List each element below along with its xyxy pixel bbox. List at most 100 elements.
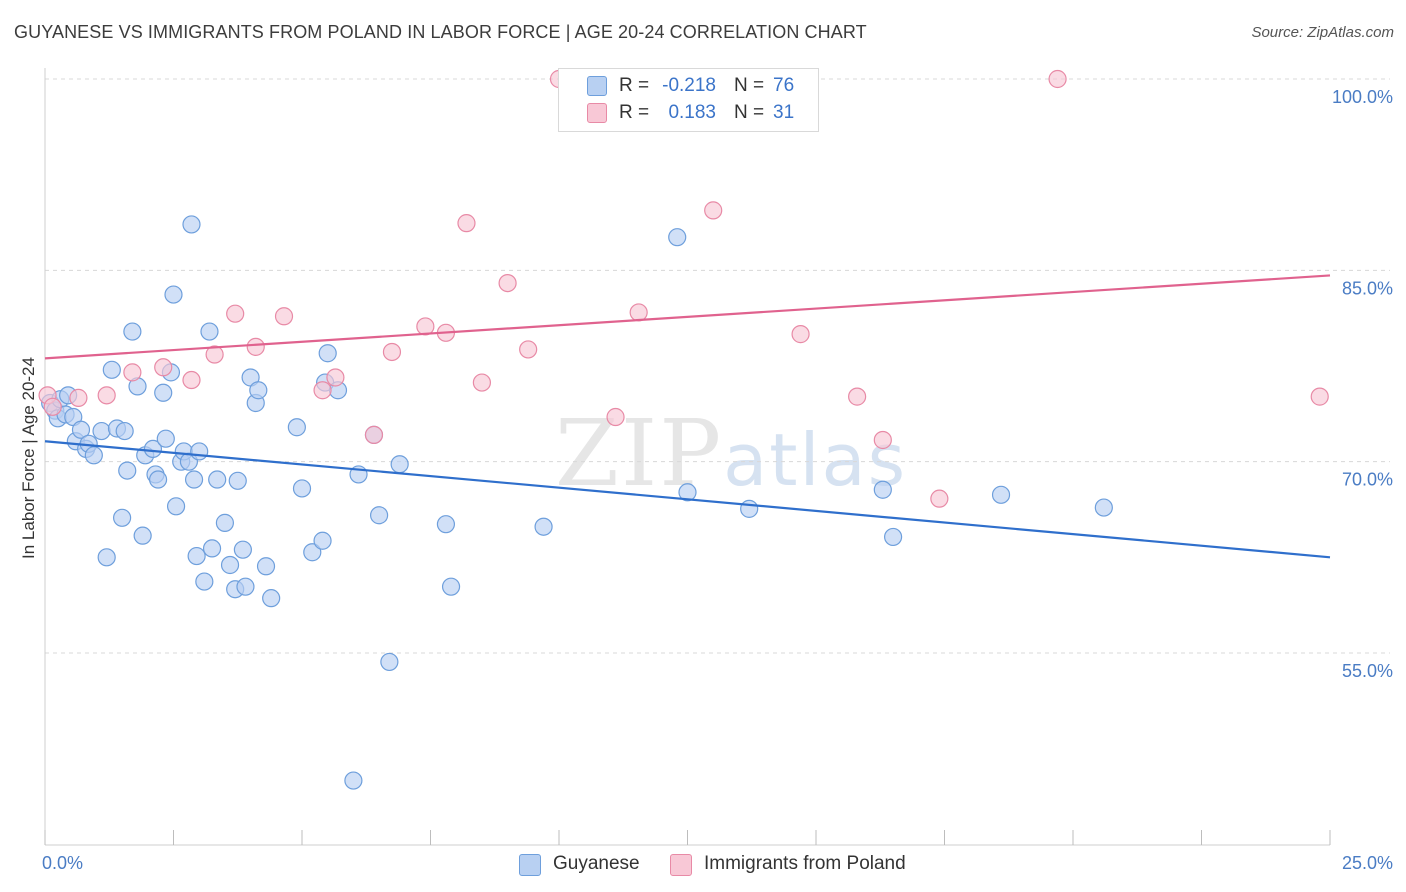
point-guyanese-46 (233, 540, 252, 559)
legend-r-value: 0.183 (668, 102, 716, 123)
point-guyanese-47 (236, 577, 255, 596)
grid-lines (45, 78, 1390, 654)
series-legend: Guyanese Immigrants from Poland (0, 851, 1406, 879)
point-guyanese-17 (115, 421, 134, 441)
legend-row-guyanese: R = -0.218 N = 76 (559, 73, 818, 99)
source-credit: Source: ZipAtlas.com (1251, 24, 1394, 41)
point-guyanese-41 (208, 470, 227, 489)
point-poland-5 (154, 358, 173, 377)
point-guyanese-63 (370, 506, 389, 525)
legend-r-label: R = (619, 102, 650, 123)
point-poland-3 (97, 386, 116, 405)
y-tick-label-0: 55.0% (1342, 661, 1393, 681)
point-guyanese-50 (249, 381, 268, 400)
point-guyanese-37 (190, 442, 209, 461)
point-guyanese-43 (220, 555, 240, 575)
point-guyanese-68 (534, 517, 553, 536)
point-guyanese-21 (133, 526, 152, 545)
point-guyanese-72 (873, 480, 892, 499)
point-guyanese-56 (313, 531, 332, 550)
point-poland-4 (123, 363, 142, 382)
point-poland-1 (43, 397, 62, 416)
point-guyanese-34 (182, 215, 201, 234)
point-poland-6 (182, 370, 201, 390)
x-tick-label-0: 0.0% (42, 853, 83, 873)
legend-n-label: N = (734, 75, 765, 96)
point-guyanese-40 (202, 539, 222, 558)
point-guyanese-8 (71, 420, 91, 439)
axes (44, 68, 1331, 846)
legend-r-value: -0.218 (662, 75, 716, 96)
y-tick-label-3: 100.0% (1332, 87, 1393, 107)
point-poland-29 (930, 489, 949, 508)
point-poland-11 (313, 381, 332, 400)
data-points (38, 69, 1329, 790)
point-poland-22 (606, 407, 625, 427)
point-poland-28 (873, 430, 892, 450)
series-swatch-guyanese (519, 854, 541, 876)
point-guyanese-18 (118, 461, 137, 480)
legend-swatch-poland (587, 103, 607, 123)
point-guyanese-30 (166, 497, 186, 516)
point-guyanese-16 (112, 508, 132, 527)
point-poland-14 (382, 342, 402, 362)
point-guyanese-42 (215, 513, 234, 532)
y-axis-label: In Labor Force | Age 20-24 (19, 357, 38, 559)
point-guyanese-26 (154, 383, 173, 402)
point-guyanese-51 (256, 557, 276, 576)
legend-row-poland: R = 0.183 N = 31 (559, 100, 818, 126)
point-poland-10 (274, 307, 294, 326)
legend-n-label: N = (734, 102, 765, 123)
point-guyanese-66 (436, 515, 456, 534)
point-guyanese-14 (102, 360, 121, 379)
point-guyanese-39 (200, 322, 219, 341)
y-tick-label-2: 85.0% (1342, 278, 1393, 298)
tick-labels: 55.0% 70.0% 85.0% 100.0% 0.0% 25.0% (42, 87, 1393, 873)
chart-title: GUYANESE VS IMMIGRANTS FROM POLAND IN LA… (14, 22, 867, 42)
point-guyanese-11 (84, 446, 103, 465)
point-guyanese-64 (380, 652, 399, 672)
point-guyanese-75 (1094, 498, 1113, 517)
point-poland-20 (519, 340, 538, 359)
point-poland-19 (498, 273, 517, 293)
point-guyanese-55 (303, 543, 322, 562)
point-guyanese-67 (441, 577, 461, 596)
trend-line-guyanese (44, 440, 1331, 559)
trend-line-poland (44, 274, 1331, 360)
point-guyanese-12 (92, 421, 111, 441)
point-guyanese-23 (143, 439, 163, 459)
point-poland-27 (848, 387, 867, 406)
point-guyanese-69 (668, 228, 687, 247)
point-guyanese-27 (156, 429, 175, 448)
point-poland-12 (326, 368, 345, 387)
point-guyanese-70 (678, 483, 697, 502)
y-tick-label-1: 70.0% (1342, 470, 1393, 490)
point-poland-7 (205, 345, 224, 364)
point-poland-31 (1310, 387, 1329, 406)
point-guyanese-45 (228, 471, 247, 490)
series-label-guyanese: Guyanese (553, 853, 640, 874)
point-poland-23 (629, 303, 648, 322)
legend-swatch-guyanese (587, 76, 607, 96)
trend-lines (44, 274, 1331, 559)
point-guyanese-52 (262, 589, 281, 608)
point-guyanese-25 (148, 470, 168, 489)
point-poland-2 (69, 388, 88, 407)
correlation-legend: R = -0.218 N = 76 R = 0.183 N = 31 (558, 68, 819, 132)
point-guyanese-54 (292, 479, 312, 498)
series-swatch-poland (670, 854, 692, 876)
x-tick-label-1: 25.0% (1342, 853, 1393, 873)
legend-r-label: R = (619, 75, 650, 96)
series-label-poland: Immigrants from Poland (704, 853, 906, 874)
point-poland-18 (472, 373, 491, 392)
point-guyanese-35 (184, 470, 204, 489)
point-poland-13 (364, 425, 384, 444)
point-poland-25 (704, 201, 723, 220)
point-poland-15 (416, 317, 435, 336)
point-poland-17 (457, 214, 476, 233)
legend-n-value: 31 (773, 102, 795, 123)
point-guyanese-74 (991, 485, 1011, 504)
point-poland-30 (1048, 69, 1067, 89)
point-guyanese-19 (123, 322, 142, 341)
